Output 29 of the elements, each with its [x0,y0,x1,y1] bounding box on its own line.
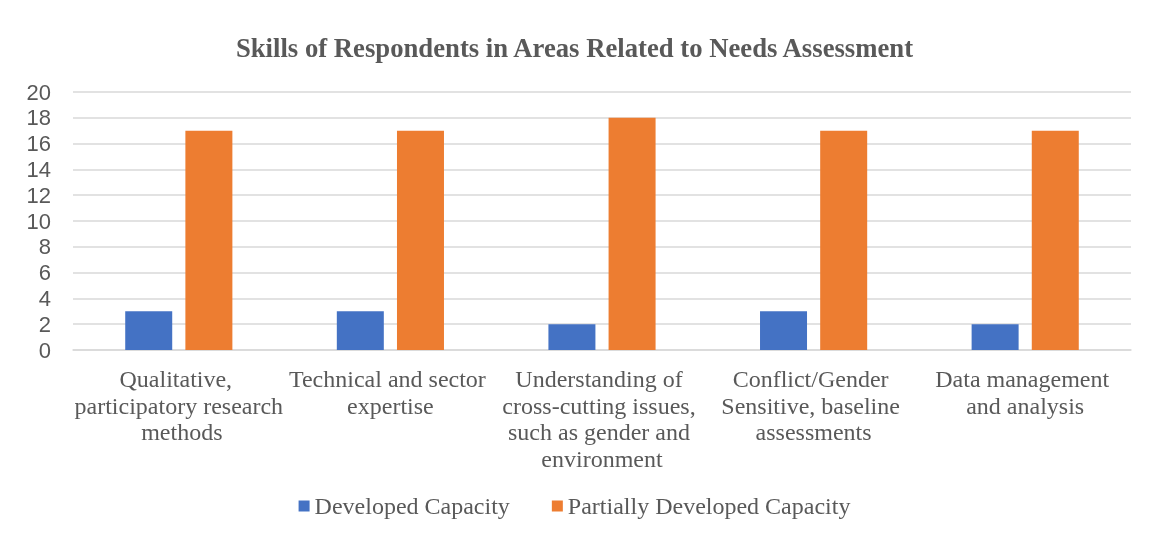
x-tick-label: Conflict/Gender Sensitive, baseline assessments [721,366,906,446]
bar [971,324,1019,350]
y-tick-label: 4 [38,285,51,311]
bar [548,324,596,350]
bar [396,130,444,350]
bar [125,311,173,350]
x-tick-label: Understanding of cross-cutting issues, such as gender and environment [502,366,702,472]
y-tick-label: 6 [38,260,51,286]
y-tick-label: 12 [26,182,51,208]
chart-title: Skills of Respondents in Areas Related to Needs Assessment [235,32,914,63]
bar [608,117,656,350]
y-tick-label: 10 [26,208,51,234]
legend-label: Partially Developed Capacity [567,493,851,519]
y-tick-label: 14 [26,156,51,182]
x-tick-label: Technical and sector expertise [288,366,492,419]
y-tick-label: 8 [38,234,51,260]
y-tick-label: 20 [26,79,51,105]
x-tick-label: Qualitative, participatory research methods [74,366,284,446]
bar [336,311,384,350]
y-tick-label: 2 [38,311,51,337]
bar [820,130,868,350]
y-tick-label: 0 [38,337,51,363]
x-tick-label: Data management and analysis [935,366,1116,419]
y-tick-label: 18 [26,105,51,131]
bar [760,311,808,350]
bar [1031,130,1079,350]
legend-label: Developed Capacity [314,493,510,519]
bar [185,130,233,350]
y-tick-label: 16 [26,131,51,157]
